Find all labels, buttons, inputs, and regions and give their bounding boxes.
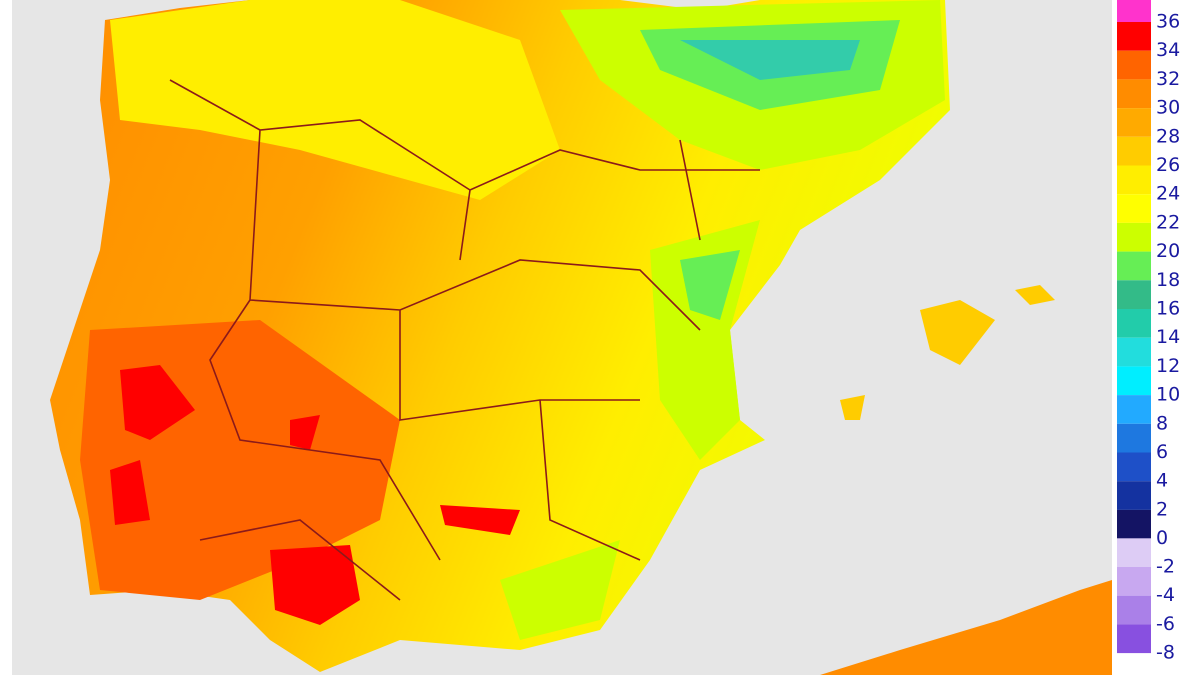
legend-swatch [1117,165,1151,195]
legend-label: -2 [1156,556,1175,578]
iberia [50,0,1112,675]
legend-label: -6 [1156,613,1175,635]
legend-swatch [1117,194,1151,223]
legend-swatch [1117,309,1151,338]
legend-label: 0 [1156,527,1168,549]
legend-label: 8 [1156,412,1168,434]
legend-swatch [1117,452,1151,482]
legend-swatch [1117,538,1151,567]
legend-swatch [1117,366,1151,396]
legend-label: 34 [1156,39,1180,61]
legend-swatch [1117,0,1151,23]
legend-label: 18 [1156,269,1180,291]
legend-label: 10 [1156,384,1180,406]
legend-label: 26 [1156,154,1180,176]
legend-label: 14 [1156,326,1180,348]
legend-swatch [1117,108,1151,137]
legend-swatch [1117,509,1151,539]
legend-label: 32 [1156,68,1180,90]
legend-label: 20 [1156,240,1180,262]
legend-label: 6 [1156,441,1168,463]
legend-label: 30 [1156,97,1180,119]
legend-swatch [1117,50,1151,80]
legend-label: 28 [1156,125,1180,147]
legend-label: 22 [1156,211,1180,233]
legend-swatch [1117,280,1151,309]
legend-label: 2 [1156,498,1168,520]
legend: 363432302826242220181614121086420-2-4-6-… [1117,0,1180,664]
legend-label: 36 [1156,11,1180,33]
legend-label: 12 [1156,355,1180,377]
legend-label: -8 [1156,642,1175,664]
legend-swatch [1117,222,1151,252]
legend-swatch [1117,567,1151,596]
legend-label: 4 [1156,470,1168,492]
legend-swatch [1117,136,1151,166]
legend-swatch [1117,595,1151,625]
legend-label: 16 [1156,298,1180,320]
legend-label: 24 [1156,183,1180,205]
legend-label: -4 [1156,584,1175,606]
legend-swatch [1117,423,1151,453]
legend-swatch [1117,337,1151,367]
legend-swatch [1117,624,1151,654]
legend-swatch [1117,79,1151,109]
legend-swatch [1117,481,1151,510]
legend-swatch [1117,251,1151,281]
legend-swatch [1117,395,1151,424]
legend-swatch [1117,22,1151,51]
